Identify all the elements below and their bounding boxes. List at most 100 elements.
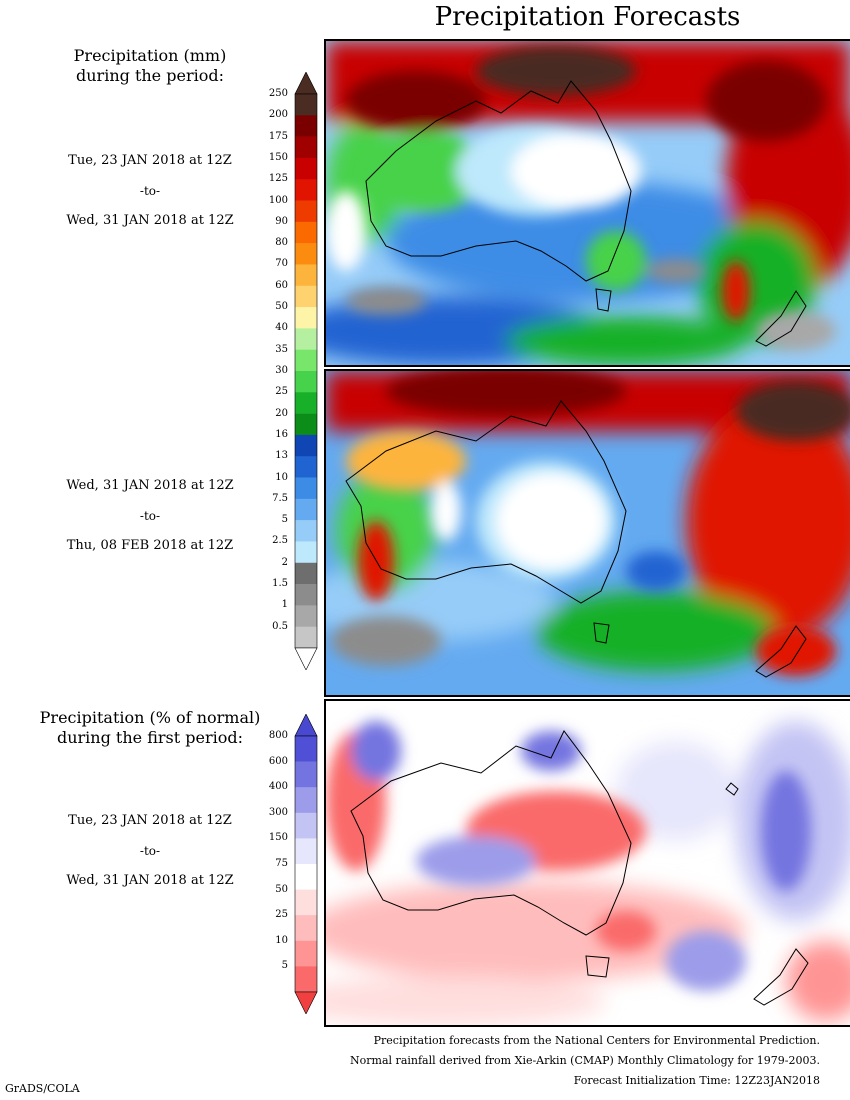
mm-colorbar-tick-label: 20 xyxy=(275,407,288,419)
mm-colorbar-tick-label: 1 xyxy=(281,599,288,611)
mm-colorbar-swatch xyxy=(295,243,317,265)
pct-heading-line2: during the first period: xyxy=(56,728,244,747)
pct-colorbar-tick-label: 800 xyxy=(268,730,288,741)
pct-colorbar-svg xyxy=(294,714,318,1014)
period1-start: Tue, 23 JAN 2018 at 12Z xyxy=(68,153,232,168)
mm-colorbar-swatch xyxy=(295,221,317,244)
mm-colorbar-tick-label: 80 xyxy=(275,237,288,249)
map-panel-period1 xyxy=(324,39,850,367)
mm-colorbar-swatch xyxy=(295,605,317,627)
pct-period-to: -to- xyxy=(139,844,161,858)
mm-colorbar-swatch xyxy=(295,349,317,372)
mm-colorbar-swatch xyxy=(295,179,317,201)
mm-heading: Precipitation (mm) during the period: xyxy=(20,46,280,86)
mm-colorbar-tick-label: 0.5 xyxy=(272,620,288,632)
pct-period-start: Tue, 23 JAN 2018 at 12Z xyxy=(68,813,232,828)
mm-colorbar-tick-label: 175 xyxy=(268,130,288,142)
period1-end: Wed, 31 JAN 2018 at 12Z xyxy=(66,213,234,228)
pct-colorbar-swatch xyxy=(295,864,317,890)
mm-colorbar-swatch xyxy=(295,285,317,308)
mm-colorbar-swatch xyxy=(295,413,317,436)
pct-colorbar-swatch xyxy=(295,915,317,942)
period2-start: Wed, 31 JAN 2018 at 12Z xyxy=(66,478,234,493)
mm-colorbar-tick-label: 30 xyxy=(275,365,288,376)
mm-colorbar-swatch xyxy=(295,626,317,649)
mm-colorbar-swatch xyxy=(295,498,317,521)
mm-colorbar-tick-label: 2.5 xyxy=(272,535,288,547)
mm-colorbar-swatch xyxy=(295,307,317,329)
mm-colorbar-swatch xyxy=(295,541,317,564)
mm-colorbar-tick-label: 13 xyxy=(275,450,288,462)
pct-heading: Precipitation (% of normal) during the f… xyxy=(20,708,280,748)
pct-colorbar-tick-label: 50 xyxy=(275,883,288,895)
mm-heading-line1: Precipitation (mm) xyxy=(73,46,227,65)
mm-colorbar-swatch xyxy=(295,456,317,478)
mm-colorbar-swatch xyxy=(295,264,317,287)
pct-colorbar: 800 600 400 300 150 75 50 25 10 5 xyxy=(252,714,322,1014)
mm-colorbar-tick-label: 5 xyxy=(281,514,288,526)
period1-to: -to- xyxy=(139,184,161,198)
pct-colorbar-swatch xyxy=(295,838,317,865)
mm-colorbar-tick-label: 200 xyxy=(268,109,288,121)
footer-line2: Normal rainfall derived from Xie-Arkin (… xyxy=(350,1054,820,1067)
mm-colorbar-tick-label: 16 xyxy=(275,428,288,440)
pct-colorbar-tick-label: 75 xyxy=(275,858,288,869)
map-precip-period1 xyxy=(326,41,850,365)
mm-colorbar-swatch xyxy=(295,477,317,500)
pct-colorbar-tick-label: 25 xyxy=(275,909,288,921)
pct-colorbar-top-cap xyxy=(294,714,318,737)
period2-to: -to- xyxy=(139,509,161,523)
mm-colorbar-tick-label: 250 xyxy=(268,88,288,99)
map-precip-period2 xyxy=(326,371,850,695)
mm-colorbar-swatch xyxy=(295,520,317,542)
pct-colorbar-bottom-cap xyxy=(294,991,318,1014)
pct-colorbar-swatch xyxy=(295,889,317,916)
pct-colorbar-tick-label: 600 xyxy=(268,755,288,767)
pct-colorbar-tick-label: 10 xyxy=(275,934,288,946)
mm-colorbar-swatch xyxy=(295,392,317,414)
map-panel-percent-normal xyxy=(324,699,850,1027)
map-panel-period2 xyxy=(324,369,850,697)
mm-colorbar-swatch xyxy=(295,200,317,223)
pct-colorbar-swatch xyxy=(295,787,317,814)
mm-colorbar-swatch xyxy=(295,115,317,137)
mm-colorbar-tick-label: 125 xyxy=(268,173,288,185)
mm-colorbar-swatch xyxy=(295,434,317,457)
pct-colorbar-tick-label: 5 xyxy=(281,960,288,972)
mm-colorbar-tick-label: 7.5 xyxy=(272,492,288,504)
mm-colorbar-tick-label: 1.5 xyxy=(272,578,288,590)
mm-colorbar-tick-label: 90 xyxy=(275,215,288,227)
mm-colorbar-tick-label: 25 xyxy=(275,386,288,398)
pct-colorbar-swatch xyxy=(295,966,317,993)
mm-colorbar-bottom-cap xyxy=(294,647,318,670)
pct-colorbar-tick-label: 400 xyxy=(268,781,288,793)
mm-colorbar-tick-label: 35 xyxy=(275,343,288,355)
pct-period-end: Wed, 31 JAN 2018 at 12Z xyxy=(66,873,234,888)
mm-colorbar-tick-label: 2 xyxy=(281,556,288,568)
pct-colorbar-swatch xyxy=(295,761,317,788)
mm-colorbar-swatch xyxy=(295,94,317,116)
pct-heading-line1: Precipitation (% of normal) xyxy=(39,708,261,727)
mm-colorbar-swatch xyxy=(295,584,317,606)
footer-line1: Precipitation forecasts from the Nationa… xyxy=(373,1034,820,1047)
mm-colorbar-tick-label: 70 xyxy=(275,258,288,270)
pct-colorbar-swatch xyxy=(295,736,317,762)
credit-label: GrADS/COLA xyxy=(5,1082,80,1095)
map-percent-normal xyxy=(326,701,850,1025)
mm-colorbar-swatch xyxy=(295,157,317,180)
mm-colorbar-tick-label: 50 xyxy=(275,301,288,313)
period2-end: Thu, 08 FEB 2018 at 12Z xyxy=(66,538,234,553)
mm-colorbar-swatch xyxy=(295,136,317,159)
mm-colorbar-tick-label: 60 xyxy=(275,279,288,291)
mm-colorbar-swatch xyxy=(295,371,317,393)
mm-colorbar-tick-label: 150 xyxy=(268,151,288,163)
mm-colorbar-swatch xyxy=(295,562,317,585)
pct-colorbar-swatch xyxy=(295,940,317,967)
pct-colorbar-swatch xyxy=(295,812,317,839)
mm-colorbar-top-cap xyxy=(294,72,318,95)
footer-line3: Forecast Initialization Time: 12Z23JAN20… xyxy=(573,1074,820,1087)
mm-colorbar: 250 200 175 150 125 100 90 80 70 60 50 40 35 30 25 20 16… xyxy=(252,72,322,670)
mm-colorbar-svg xyxy=(294,72,318,670)
pct-colorbar-tick-label: 150 xyxy=(268,832,288,844)
mm-colorbar-swatch xyxy=(295,328,317,350)
